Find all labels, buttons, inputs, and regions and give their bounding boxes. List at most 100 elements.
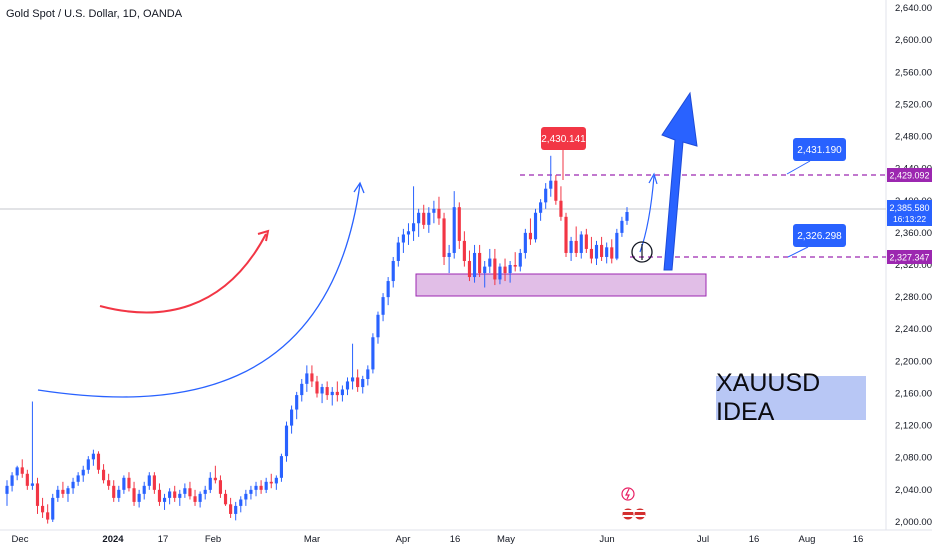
demand-zone[interactable] (415, 273, 707, 297)
candle-body (539, 202, 543, 213)
time-tick-label: Feb (205, 534, 221, 545)
candle-body (610, 247, 614, 259)
red-curve-arrow[interactable] (99, 233, 267, 314)
candle-body (61, 489, 65, 494)
candle-body (579, 234, 583, 253)
candle-body (198, 493, 202, 502)
entry-circle-marker[interactable] (631, 241, 653, 263)
candle-body (447, 252, 451, 257)
us-flag-event-icon-2[interactable] (633, 507, 647, 521)
candle-body (371, 337, 375, 370)
low-level-price-tag[interactable] (887, 250, 932, 264)
price-tick-label: 2,480.000 (895, 132, 932, 143)
candle-body (376, 314, 380, 338)
candle-body (213, 477, 217, 481)
candle-body (229, 504, 233, 514)
candle-body (564, 216, 568, 253)
bullish-projection-arrow[interactable] (661, 91, 698, 271)
candle-body (406, 231, 411, 235)
low-level-price-text: 2,327.347 (889, 253, 929, 263)
candle-body (345, 381, 350, 390)
time-tick-label: Dec (12, 534, 29, 545)
candle-body (325, 387, 329, 396)
candle-body (101, 469, 106, 481)
candle-body (86, 459, 90, 470)
support-price-label-box[interactable] (793, 224, 846, 247)
candle-body (417, 212, 421, 224)
candle-body (274, 477, 278, 484)
candle-body (91, 453, 95, 460)
support-label-pointer (787, 246, 809, 258)
candle-body (20, 467, 24, 474)
candle-body (356, 377, 360, 388)
candle-body (305, 373, 309, 384)
candle-body (559, 200, 563, 217)
candle-body (290, 409, 294, 426)
candle-body (518, 252, 522, 267)
candle-body (66, 488, 70, 494)
candle-body (361, 379, 365, 388)
candle-body (442, 218, 446, 257)
current-price-text: 2,385.580 (889, 203, 929, 213)
candle-body (107, 480, 111, 486)
peak-price-label-box[interactable] (541, 127, 586, 150)
blue-arrow-head-icon (353, 181, 365, 194)
candle-body (254, 485, 258, 490)
candle-body (391, 260, 395, 282)
us-flag-stripe-icon-3 (635, 510, 645, 512)
candle-body (549, 180, 553, 189)
candle-body (76, 475, 80, 482)
price-tick-label: 2,160.000 (895, 388, 932, 399)
us-flag-stripe-icon-2 (623, 515, 633, 517)
time-axis[interactable]: Dec 2024 17 Feb Mar Apr 16 May Jun Jul 16 Aug 16 (12, 534, 864, 545)
candle-body (432, 208, 436, 213)
candle-body (366, 369, 370, 380)
idea-label: XAUUSD IDEA (716, 369, 866, 426)
candle-body (315, 381, 319, 394)
price-tick-label: 2,040.000 (895, 485, 932, 496)
time-tick-label: Apr (396, 534, 411, 545)
peak-price-label: 2,430.141 (541, 134, 586, 145)
candle-body (310, 373, 314, 382)
candle-body (478, 252, 482, 274)
candle-body (81, 469, 85, 476)
candle-body (264, 481, 268, 490)
candle-body (401, 234, 405, 243)
target-arrow[interactable] (639, 175, 655, 253)
candle-body (15, 467, 19, 476)
high-level-price-tag[interactable] (887, 168, 932, 182)
candle-body (411, 223, 416, 232)
candle-body (452, 207, 456, 253)
candle-body (503, 266, 507, 274)
candle-body (335, 391, 339, 396)
price-tick-label: 2,240.000 (895, 324, 932, 335)
candle-body (142, 485, 146, 494)
target-label-pointer (786, 160, 811, 175)
candle-body (493, 258, 497, 280)
price-axis[interactable]: 2,000.000 2,040.000 2,080.000 2,120.000 2,16… (895, 3, 932, 528)
price-tick-label: 2,640.000 (895, 3, 932, 14)
candle-body (259, 485, 263, 490)
candle-body (249, 489, 253, 494)
candle-body (269, 481, 273, 484)
candle-body (381, 297, 385, 315)
candle-body (208, 477, 212, 490)
red-arrow-head-icon (257, 229, 270, 242)
candle-body (157, 489, 162, 502)
candle-body (584, 234, 588, 249)
price-tick-label: 2,520.000 (895, 99, 932, 110)
candle-body (178, 493, 182, 498)
blue-curve-arrow[interactable] (37, 183, 361, 398)
candle-body (284, 425, 289, 457)
candle-body (35, 483, 40, 506)
dividend-flash-icon[interactable] (621, 487, 635, 501)
candle-body (437, 208, 441, 219)
candle-body (183, 488, 187, 494)
candle-body (279, 456, 284, 478)
candle-body (625, 212, 629, 221)
current-price-tag[interactable] (887, 200, 932, 226)
us-flag-event-icon[interactable] (621, 507, 635, 521)
target-price-label-box[interactable] (793, 138, 846, 161)
price-tick-label: 2,080.000 (895, 453, 932, 464)
